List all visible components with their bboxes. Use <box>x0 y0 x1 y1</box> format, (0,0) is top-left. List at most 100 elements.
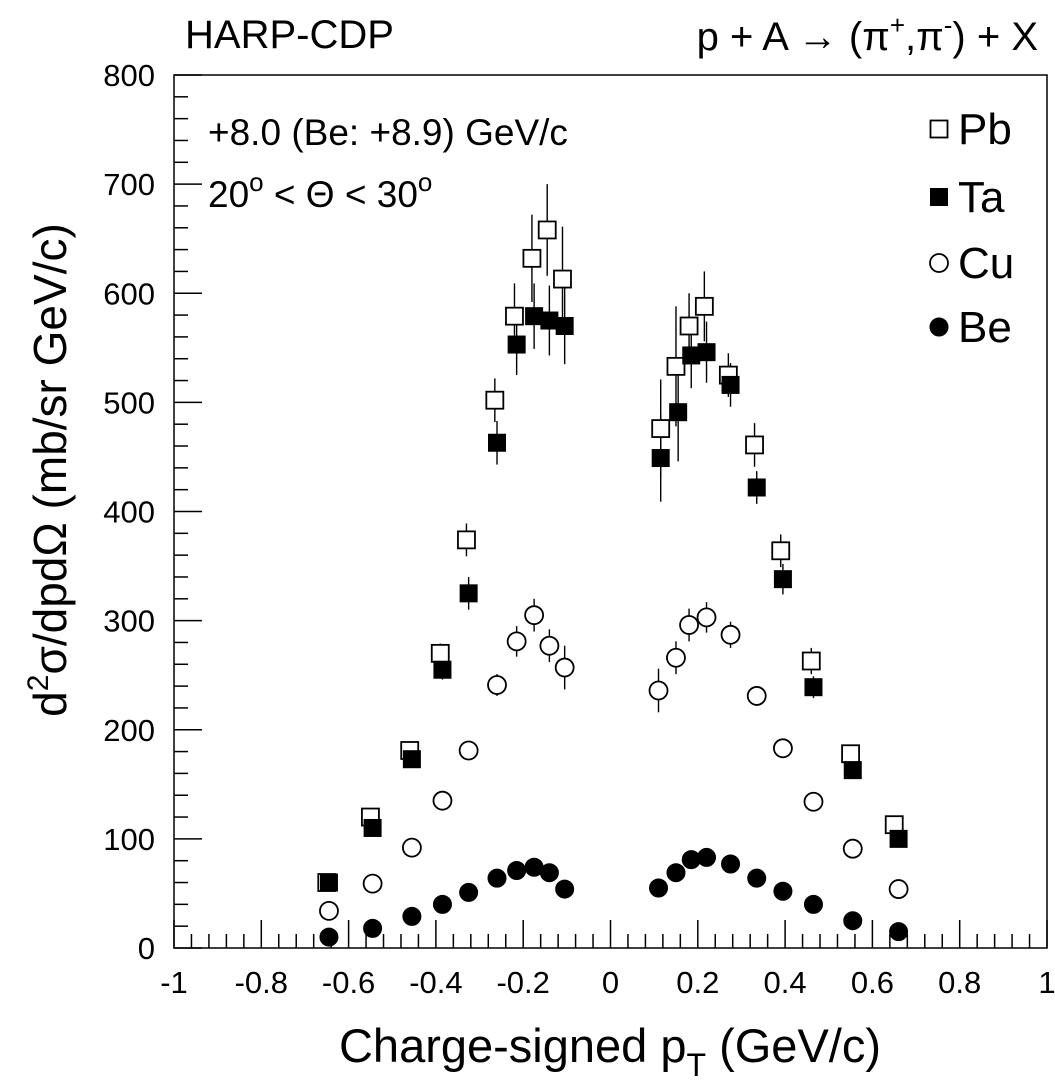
x-tick-label: 0.6 <box>851 965 894 1000</box>
data-point-be <box>697 847 717 867</box>
y-tick-label: 200 <box>103 713 155 748</box>
x-tick-label: 0.4 <box>764 965 807 1000</box>
data-point-pb <box>745 435 764 455</box>
data-point-pb <box>522 248 542 268</box>
data-point-cu <box>773 738 793 759</box>
x-tick-label: 1 <box>1038 965 1055 1000</box>
legend-label-ta: Ta <box>958 173 1005 222</box>
axes: -1 -0.8 -0.6 -0.4 -0.2 0 0.2 0.4 0.6 0.8 1 0 100 200 3… <box>103 58 1055 1000</box>
data-point-ta <box>669 403 688 422</box>
data-point-ta <box>459 584 478 603</box>
data-point-ta <box>697 343 716 362</box>
data-point-be <box>803 894 823 914</box>
y-tick-label: 300 <box>103 604 155 639</box>
data-point-cu <box>888 879 909 899</box>
legend-marker-ta <box>930 188 948 206</box>
data-point-cu <box>506 631 527 652</box>
data-point-pb <box>841 744 860 764</box>
data-point-be <box>666 863 686 883</box>
data-point-be <box>889 922 909 942</box>
data-point-pb <box>457 530 476 550</box>
data-point-be <box>459 882 479 902</box>
data-point-cu <box>401 837 422 858</box>
data-point-be <box>721 854 741 874</box>
data-point-be <box>539 863 559 883</box>
data-point-cu <box>648 680 669 701</box>
x-tick-label: 0.8 <box>938 965 981 1000</box>
y-tick-label: 800 <box>103 58 155 93</box>
data-point-ta <box>363 818 382 837</box>
data-point-cu <box>803 791 824 812</box>
beam-annotation: +8.0 (Be: +8.9) GeV/c <box>208 112 568 153</box>
data-point-ta <box>319 873 338 892</box>
data-point-ta <box>804 678 823 697</box>
data-point-ta <box>488 433 507 452</box>
data-point-ta <box>889 829 908 848</box>
data-marks <box>317 184 909 947</box>
x-tick-label: -0.4 <box>409 965 462 1000</box>
data-point-cu <box>458 740 479 761</box>
data-point-ta <box>843 761 862 780</box>
data-point-be <box>363 918 383 938</box>
data-point-pb <box>679 316 699 336</box>
data-point-cu <box>539 635 560 656</box>
data-point-ta <box>721 375 740 394</box>
data-point-ta <box>651 449 670 468</box>
legend-marker-be <box>929 317 949 337</box>
x-tick-label: -1 <box>160 965 188 1000</box>
data-point-cu <box>679 615 699 635</box>
y-tick-label: 700 <box>103 167 155 202</box>
legend-label-pb: Pb <box>958 105 1012 154</box>
header-left: HARP-CDP <box>185 13 394 57</box>
data-point-be <box>843 911 863 931</box>
data-point-ta <box>555 316 574 335</box>
data-point-cu <box>666 647 686 668</box>
data-point-pb <box>694 296 714 316</box>
x-tick-label: -0.2 <box>496 965 549 1000</box>
header-right: p + A → (π+,π-) + X <box>697 10 1038 59</box>
legend-label-cu: Cu <box>958 239 1014 288</box>
data-point-ta <box>747 478 766 497</box>
angle-annotation: 20o < Θ < 30o <box>208 167 432 215</box>
legend: Pb Ta Cu Be <box>929 105 1014 352</box>
data-point-cu <box>319 900 339 921</box>
x-tick-label: 0 <box>602 965 619 1000</box>
data-point-ta <box>525 307 544 326</box>
x-tick-label: -0.6 <box>322 965 375 1000</box>
legend-label-be: Be <box>958 303 1012 352</box>
data-point-pb <box>430 643 450 663</box>
data-point-cu <box>696 607 717 628</box>
data-point-pb <box>651 419 671 438</box>
data-point-pb <box>485 390 505 410</box>
data-point-pb <box>666 356 686 376</box>
data-point-be <box>773 881 793 901</box>
data-point-ta <box>773 570 792 589</box>
y-tick-label: 600 <box>103 276 155 311</box>
data-point-cu <box>554 657 575 678</box>
data-point-cu <box>746 686 767 706</box>
y-tick-label: 0 <box>138 931 155 966</box>
data-point-ta <box>402 750 421 769</box>
y-tick-label: 100 <box>103 822 155 857</box>
data-point-cu <box>842 838 863 859</box>
data-point-cu <box>362 873 383 894</box>
x-axis-title: Charge-signed pT (GeV/c) <box>339 1019 881 1080</box>
y-axis-title: d2σ/dpdΩ (mb/sr GeV/c) <box>22 223 76 717</box>
data-point-ta <box>507 335 526 354</box>
y-tick-label: 400 <box>103 495 155 530</box>
x-tick-label: -0.8 <box>235 965 288 1000</box>
data-point-be <box>507 861 527 881</box>
legend-marker-pb <box>929 119 949 139</box>
y-tick-label: 500 <box>103 385 155 420</box>
data-point-be <box>487 868 507 888</box>
data-point-be <box>319 927 339 947</box>
x-tick-label: 0.2 <box>676 965 719 1000</box>
data-point-ta <box>433 660 452 679</box>
data-point-ta <box>682 346 701 365</box>
data-point-pb <box>553 269 572 289</box>
data-point-cu <box>720 624 741 645</box>
data-point-pb <box>801 651 821 671</box>
data-point-cu <box>432 790 453 811</box>
data-point-be <box>747 868 767 888</box>
data-point-be <box>649 878 669 898</box>
